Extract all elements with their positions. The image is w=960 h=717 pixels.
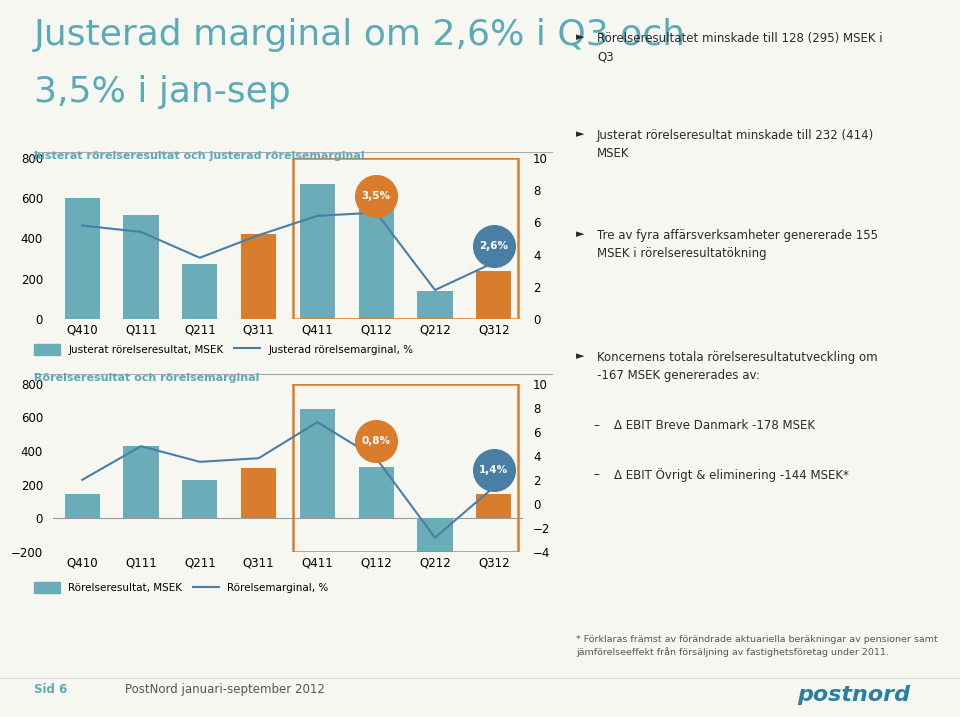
Legend: Justerat rörelseresultat, MSEK, Justerad rörelsemarginal, %: Justerat rörelseresultat, MSEK, Justerad… [30, 340, 418, 359]
Bar [359, 189, 394, 319]
Text: ►: ► [576, 32, 585, 42]
Text: PostNord januari-september 2012: PostNord januari-september 2012 [125, 683, 324, 696]
Text: Rörelseresultatet minskade till 128 (295) MSEK i
Q3: Rörelseresultatet minskade till 128 (295… [597, 32, 883, 63]
Point [486, 465, 501, 476]
Text: ►: ► [576, 229, 585, 239]
Bar [293, 158, 518, 319]
Text: Justerat rörelseresultat och justerad rörelsemarginal: Justerat rörelseresultat och justerad rö… [34, 151, 365, 161]
Text: * Förklaras främst av förändrade aktuariella beräkningar av pensioner samt
jämfö: * Förklaras främst av förändrade aktuari… [576, 635, 938, 657]
Text: ►: ► [576, 129, 585, 139]
Text: Justerat rörelseresultat minskade till 232 (414)
MSEK: Justerat rörelseresultat minskade till 2… [597, 129, 875, 160]
Point [369, 191, 384, 202]
Bar [64, 494, 100, 518]
Text: Δ EBIT Breve Danmark -178 MSEK: Δ EBIT Breve Danmark -178 MSEK [614, 419, 815, 432]
Bar [359, 467, 394, 518]
Text: 3,5%: 3,5% [362, 191, 391, 201]
Text: –: – [593, 419, 599, 432]
Bar [182, 264, 218, 319]
Bar [300, 409, 335, 518]
Bar [182, 480, 218, 518]
Text: Tre av fyra affärsverksamheter genererade 155
MSEK i rörelseresultatökning: Tre av fyra affärsverksamheter genererad… [597, 229, 878, 260]
Text: 2,6%: 2,6% [479, 242, 508, 252]
Bar [123, 446, 158, 518]
Text: 1,4%: 1,4% [479, 465, 509, 475]
Bar [241, 234, 276, 319]
Text: Sid 6: Sid 6 [34, 683, 67, 696]
Text: ►: ► [576, 351, 585, 361]
Text: Justerad marginal om 2,6% i Q3 och: Justerad marginal om 2,6% i Q3 och [34, 18, 685, 52]
Text: Koncernens totala rörelseresultatutveckling om
-167 MSEK genererades av:: Koncernens totala rörelseresultatutveckl… [597, 351, 877, 382]
Text: Rörelseresultat och rörelsemarginal: Rörelseresultat och rörelsemarginal [34, 373, 259, 383]
Text: postnord: postnord [797, 685, 910, 706]
Bar [241, 468, 276, 518]
Bar [123, 215, 158, 319]
Text: –: – [593, 468, 599, 481]
Bar [293, 384, 518, 552]
Text: 0,8%: 0,8% [362, 437, 391, 447]
Bar [476, 494, 512, 518]
Text: 3,5% i jan-sep: 3,5% i jan-sep [34, 75, 290, 109]
Bar [418, 291, 453, 319]
Bar [418, 518, 453, 557]
Bar [300, 184, 335, 319]
Legend: Rörelseresultat, MSEK, Rörelsemarginal, %: Rörelseresultat, MSEK, Rörelsemarginal, … [30, 578, 332, 597]
Bar [64, 198, 100, 319]
Point [486, 241, 501, 252]
Point [369, 436, 384, 447]
Text: Δ EBIT Övrigt & eliminering -144 MSEK*: Δ EBIT Övrigt & eliminering -144 MSEK* [614, 468, 850, 482]
Bar [476, 270, 512, 319]
